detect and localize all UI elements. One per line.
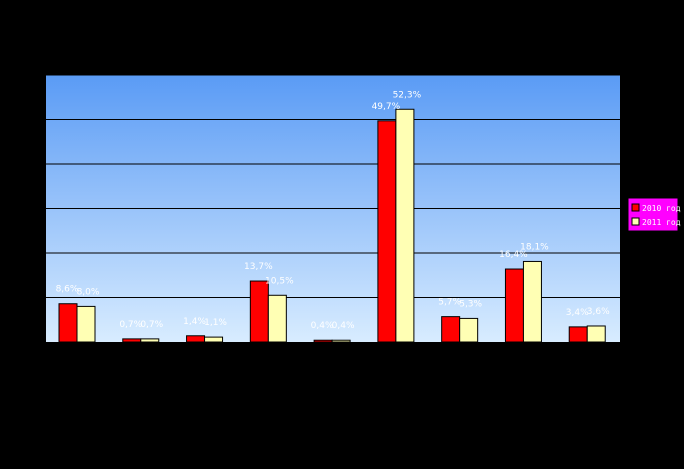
bar-series-2-6 xyxy=(395,108,415,343)
legend: 2010 год 2011 год xyxy=(627,197,681,232)
bar-series-1-5 xyxy=(313,339,333,343)
data-labels: 8,6% 0,7% 1,4% 13,7% 0,4% 49,7% 5,7% 16,4% 3,4% 8… xyxy=(56,90,611,331)
legend-swatch-1 xyxy=(631,203,640,212)
bar-series-1-1 xyxy=(58,303,78,343)
data-label-series-2-4: 10,5% xyxy=(265,276,294,286)
data-label-series-1-4: 13,7% xyxy=(244,262,273,272)
bar-series-2-3 xyxy=(204,336,224,343)
data-label-series-1-9: 3,4% xyxy=(566,308,589,318)
bar-series-1-8 xyxy=(504,268,524,343)
legend-label-1: 2010 год xyxy=(642,204,681,213)
data-label-series-1-3: 1,4% xyxy=(183,317,206,327)
data-label-series-2-9: 3,6% xyxy=(587,307,610,317)
data-label-series-1-1: 8,6% xyxy=(56,285,79,295)
bar-series-1-2 xyxy=(122,338,142,343)
data-label-series-2-1: 8,0% xyxy=(77,287,100,297)
data-label-series-2-7: 5,3% xyxy=(459,299,482,309)
data-label-series-1-8: 16,4% xyxy=(499,250,528,260)
gridlines xyxy=(46,74,620,298)
bar-series-1-9 xyxy=(568,326,588,343)
bar-series-2-4 xyxy=(267,294,287,343)
bar-series-2-1 xyxy=(76,305,96,343)
data-label-series-1-2: 0,7% xyxy=(119,320,142,330)
data-label-series-2-2: 0,7% xyxy=(140,320,163,330)
bar-series-2-8 xyxy=(522,260,542,343)
bar-series-2-5 xyxy=(331,339,351,343)
data-label-series-2-5: 0,4% xyxy=(332,321,355,331)
data-label-series-1-7: 5,7% xyxy=(438,298,461,308)
legend-swatch-2 xyxy=(631,217,640,226)
data-label-series-2-8: 18,1% xyxy=(520,242,549,252)
legend-label-2: 2011 год xyxy=(642,218,681,227)
data-label-series-2-3: 1,1% xyxy=(204,318,227,328)
bar-series-1-7 xyxy=(441,316,461,343)
data-label-series-1-5: 0,4% xyxy=(311,321,334,331)
bar-series-1-4 xyxy=(249,280,269,343)
bar-series-1-3 xyxy=(186,335,206,343)
bar-series-2-7 xyxy=(459,317,479,343)
bar-series-2-2 xyxy=(140,338,160,343)
data-label-series-2-6: 52,3% xyxy=(393,90,422,100)
bars xyxy=(58,108,606,343)
data-label-series-1-6: 49,7% xyxy=(372,102,401,112)
bar-series-2-9 xyxy=(586,325,606,343)
bar-series-1-6 xyxy=(377,120,397,343)
